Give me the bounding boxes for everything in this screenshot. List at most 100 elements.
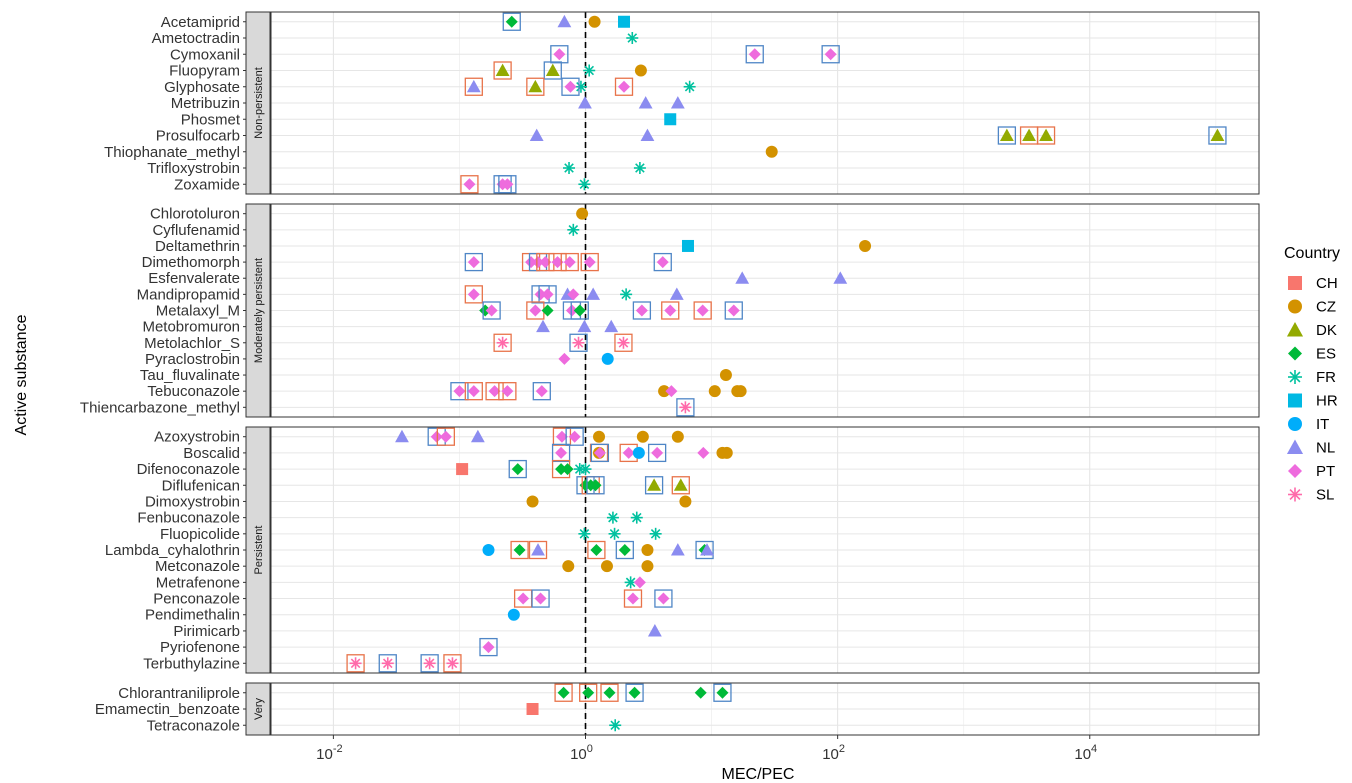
data-point bbox=[859, 239, 872, 252]
y-tick-label: Zoxamide bbox=[174, 176, 240, 193]
legend-label: SL bbox=[1316, 487, 1334, 504]
data-point bbox=[525, 256, 538, 269]
data-point bbox=[583, 64, 596, 77]
data-point bbox=[567, 223, 580, 236]
y-tick-label: Chlorotoluron bbox=[150, 206, 240, 223]
data-point bbox=[622, 446, 635, 459]
y-tick-label: Cyflufenamid bbox=[152, 222, 240, 239]
highlight-box bbox=[676, 398, 695, 417]
highlight-box bbox=[502, 12, 521, 31]
highlight-box bbox=[346, 654, 365, 673]
data-point bbox=[633, 162, 646, 174]
legend-label: NL bbox=[1316, 440, 1335, 457]
data-point bbox=[528, 79, 543, 93]
data-point bbox=[565, 304, 578, 317]
data-point bbox=[656, 256, 669, 269]
data-point bbox=[606, 511, 619, 524]
y-tick-label: Dimoxystrobin bbox=[145, 493, 240, 510]
highlight-box bbox=[632, 301, 652, 320]
y-tick-label: Metobromuron bbox=[142, 319, 240, 336]
highlight-box bbox=[565, 427, 584, 446]
y-tick-label: Mandipropamid bbox=[137, 286, 240, 303]
panel-strip bbox=[245, 426, 271, 674]
data-point bbox=[657, 592, 670, 605]
legend-symbol bbox=[1288, 393, 1302, 408]
panel-strip-label: Persistent bbox=[253, 526, 265, 575]
data-point bbox=[673, 478, 688, 491]
highlight-box bbox=[436, 427, 455, 446]
data-point bbox=[505, 15, 518, 28]
data-point bbox=[482, 641, 495, 654]
data-point bbox=[588, 15, 601, 28]
data-point bbox=[555, 446, 568, 459]
x-tick-label: 104 bbox=[1074, 743, 1097, 763]
y-tick-label: Fluopicolide bbox=[160, 526, 240, 543]
y-tick-label: Pyraclostrobin bbox=[145, 351, 240, 368]
highlight-box bbox=[482, 301, 501, 320]
data-point bbox=[1210, 128, 1225, 142]
x-tick-label: 102 bbox=[822, 743, 845, 763]
data-point bbox=[635, 304, 648, 317]
data-point bbox=[466, 79, 481, 93]
data-point bbox=[679, 401, 692, 414]
legend-symbol bbox=[1288, 276, 1302, 290]
data-point bbox=[641, 544, 654, 556]
data-point bbox=[572, 336, 585, 349]
y-tick-label: Glyphosate bbox=[164, 79, 240, 96]
data-point bbox=[395, 429, 409, 443]
data-point bbox=[636, 430, 649, 443]
y-tick-label: Acetamiprid bbox=[161, 14, 240, 31]
y-tick-label: Prosulfocarb bbox=[156, 128, 240, 145]
data-point bbox=[463, 178, 476, 191]
data-point bbox=[593, 430, 606, 443]
legend-label: FR bbox=[1316, 369, 1336, 386]
data-point bbox=[651, 446, 664, 459]
y-tick-label: Ametoctradin bbox=[152, 30, 240, 47]
highlight-box bbox=[550, 45, 569, 64]
data-point bbox=[551, 256, 564, 269]
x-tick-label: 10-2 bbox=[316, 743, 342, 763]
panel-border bbox=[270, 426, 1260, 674]
y-tick-label: Esfenvalerate bbox=[148, 270, 240, 287]
y-tick-label: Terbuthylazine bbox=[143, 655, 240, 672]
legend-label: CZ bbox=[1316, 299, 1336, 316]
data-point bbox=[633, 576, 646, 589]
data-point bbox=[694, 686, 707, 699]
legend-title: Country bbox=[1284, 245, 1340, 262]
data-point bbox=[626, 592, 639, 605]
data-point bbox=[734, 385, 747, 398]
data-point bbox=[630, 511, 643, 524]
data-point bbox=[485, 304, 498, 317]
highlight-box bbox=[661, 301, 680, 320]
highlight-box bbox=[510, 540, 529, 560]
data-point bbox=[824, 48, 837, 61]
data-point bbox=[539, 256, 552, 269]
data-point bbox=[658, 385, 671, 398]
data-point bbox=[1039, 128, 1053, 142]
data-point bbox=[577, 319, 592, 333]
data-point bbox=[561, 463, 574, 476]
data-point bbox=[526, 703, 539, 715]
data-point bbox=[727, 304, 740, 317]
data-point bbox=[555, 430, 568, 443]
highlight-box bbox=[561, 77, 580, 96]
data-point bbox=[531, 543, 545, 556]
data-point bbox=[576, 207, 589, 220]
y-tick-label: Boscalid bbox=[183, 445, 240, 462]
data-point bbox=[555, 463, 568, 476]
legend-symbol bbox=[1288, 464, 1302, 478]
data-point bbox=[600, 560, 613, 573]
highlight-box bbox=[671, 476, 690, 495]
y-tick-label: Difenoconazole bbox=[137, 461, 240, 478]
data-point bbox=[618, 15, 631, 28]
highlight-box bbox=[695, 540, 714, 560]
panels-layer: AcetamipridAmetoctradinCymoxanilFluopyra… bbox=[80, 11, 1260, 736]
data-point bbox=[574, 80, 587, 93]
data-point bbox=[765, 145, 778, 158]
highlight-box bbox=[526, 77, 545, 96]
data-point bbox=[501, 178, 514, 191]
panel-border bbox=[270, 11, 1260, 195]
highlight-box bbox=[745, 45, 764, 64]
highlight-box bbox=[479, 637, 498, 657]
data-point bbox=[557, 14, 572, 28]
